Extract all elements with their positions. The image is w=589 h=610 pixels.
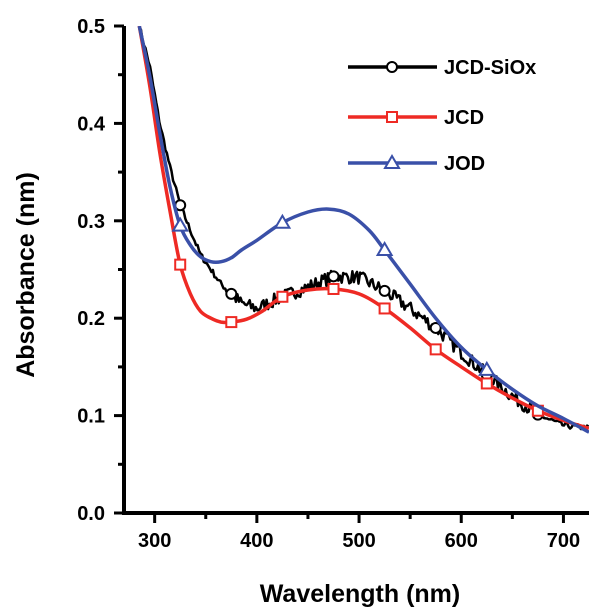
legend-item-jcd: JCD: [348, 107, 484, 129]
y-tick-label: 0.4: [77, 113, 106, 135]
x-tick-label: 400: [240, 530, 273, 552]
y-tick-label: 0.5: [77, 16, 105, 38]
marker-jcd: [174, 258, 187, 271]
marker-jod: [375, 241, 394, 257]
series-jcd: [137, 26, 589, 430]
legend-marker-jcd: [386, 111, 398, 123]
legend-label: JCD: [444, 107, 484, 129]
marker-jod: [478, 360, 496, 376]
legend-marker-jcd-siox: [386, 61, 398, 73]
marker-jcd-siox: [429, 321, 442, 334]
y-tick-label: 0.2: [77, 308, 105, 330]
legend-label: JOD: [444, 153, 485, 175]
y-axis-title: Absorbance (nm): [12, 172, 40, 378]
marker-jod: [171, 216, 189, 232]
x-tick-label: 700: [547, 530, 580, 552]
marker-jcd-siox: [225, 287, 238, 300]
y-tick-label: 0.0: [77, 503, 105, 525]
marker-jod: [273, 213, 292, 229]
series-line-jcd-siox: [138, 27, 589, 432]
y-tick-label: 0.3: [77, 211, 105, 233]
legend-item-jod: JOD: [348, 153, 485, 175]
y-tick-label: 0.1: [77, 406, 105, 428]
axes-layer: [122, 26, 589, 515]
legend-marker-jod: [383, 154, 401, 169]
legend-label: JCD-SiOx: [444, 57, 536, 79]
series-jod: [137, 26, 589, 434]
marker-jcd: [480, 377, 493, 390]
marker-jcd-siox: [327, 270, 340, 283]
x-tick-label: 500: [342, 530, 375, 552]
series-jcd-siox: [138, 27, 589, 432]
marker-jcd: [378, 302, 391, 315]
x-tick-label: 600: [445, 530, 478, 552]
x-tick-label: 300: [138, 530, 171, 552]
ticks-layer: 300 400 500 600 700 0.0 0.1 0.2 0.3 0.4 0.5: [77, 16, 580, 552]
x-axis-title: Wavelength (nm): [260, 580, 460, 608]
marker-jcd: [276, 290, 289, 303]
marker-jcd: [327, 282, 340, 295]
series-layer: [137, 26, 589, 434]
legend: JCD-SiOx JCD JOD: [348, 57, 536, 175]
marker-jcd: [225, 316, 238, 329]
legend-item-jcd-siox: JCD-SiOx: [348, 57, 536, 79]
series-line-jod: [137, 26, 589, 434]
marker-jcd: [429, 343, 442, 356]
marker-jcd-siox: [378, 284, 391, 297]
